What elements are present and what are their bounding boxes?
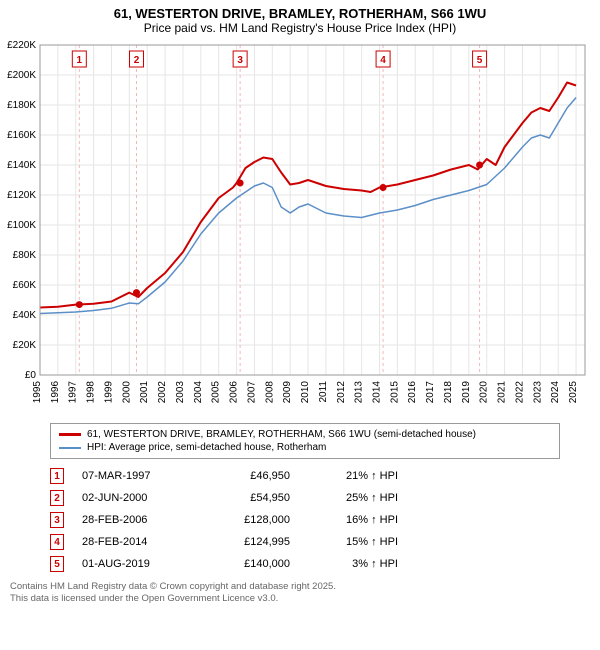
svg-text:2023: 2023 bbox=[532, 381, 543, 404]
svg-text:2001: 2001 bbox=[139, 381, 150, 404]
legend-swatch bbox=[59, 447, 81, 449]
svg-text:£0: £0 bbox=[25, 370, 37, 381]
sale-marker-icon: 3 bbox=[50, 512, 64, 528]
svg-text:2004: 2004 bbox=[193, 381, 204, 404]
svg-text:1997: 1997 bbox=[68, 381, 79, 404]
legend-item: HPI: Average price, semi-detached house,… bbox=[59, 441, 551, 454]
svg-text:2011: 2011 bbox=[318, 381, 329, 403]
footnote-line: This data is licensed under the Open Gov… bbox=[10, 593, 560, 605]
sale-hpi-pct: 3% ↑ HPI bbox=[308, 558, 398, 570]
legend-swatch bbox=[59, 433, 81, 436]
svg-text:5: 5 bbox=[477, 55, 483, 66]
svg-text:2015: 2015 bbox=[389, 381, 400, 404]
sale-marker-icon: 5 bbox=[50, 556, 64, 572]
svg-text:2002: 2002 bbox=[157, 381, 168, 404]
sale-hpi-pct: 15% ↑ HPI bbox=[308, 536, 398, 548]
sale-date: 28-FEB-2014 bbox=[82, 536, 192, 548]
sale-marker-icon: 1 bbox=[50, 468, 64, 484]
sale-hpi-pct: 16% ↑ HPI bbox=[308, 514, 398, 526]
svg-text:2008: 2008 bbox=[264, 381, 275, 404]
svg-text:4: 4 bbox=[380, 55, 386, 66]
chart-container: 61, WESTERTON DRIVE, BRAMLEY, ROTHERHAM,… bbox=[0, 0, 600, 650]
svg-text:2019: 2019 bbox=[461, 381, 472, 404]
footnote: Contains HM Land Registry data © Crown c… bbox=[10, 581, 560, 606]
svg-text:2010: 2010 bbox=[300, 381, 311, 404]
svg-text:2012: 2012 bbox=[336, 381, 347, 404]
svg-text:2014: 2014 bbox=[372, 381, 383, 404]
svg-text:2022: 2022 bbox=[514, 381, 525, 404]
sale-hpi-pct: 25% ↑ HPI bbox=[308, 492, 398, 504]
svg-text:£20K: £20K bbox=[13, 340, 37, 351]
svg-text:2007: 2007 bbox=[246, 381, 257, 404]
sale-date: 28-FEB-2006 bbox=[82, 514, 192, 526]
svg-text:1996: 1996 bbox=[50, 381, 61, 404]
svg-text:1995: 1995 bbox=[32, 381, 43, 404]
svg-text:£120K: £120K bbox=[7, 190, 36, 201]
svg-text:£100K: £100K bbox=[7, 220, 36, 231]
svg-text:1999: 1999 bbox=[103, 381, 114, 404]
svg-text:2020: 2020 bbox=[479, 381, 490, 404]
svg-text:£40K: £40K bbox=[13, 310, 37, 321]
svg-text:2024: 2024 bbox=[550, 381, 561, 404]
svg-text:2003: 2003 bbox=[175, 381, 186, 404]
svg-text:£180K: £180K bbox=[7, 100, 36, 111]
footnote-line: Contains HM Land Registry data © Crown c… bbox=[10, 581, 560, 593]
sale-price: £128,000 bbox=[210, 514, 290, 526]
title-block: 61, WESTERTON DRIVE, BRAMLEY, ROTHERHAM,… bbox=[0, 0, 600, 37]
sales-row: 5 01-AUG-2019 £140,000 3% ↑ HPI bbox=[50, 553, 560, 575]
legend-item: 61, WESTERTON DRIVE, BRAMLEY, ROTHERHAM,… bbox=[59, 428, 551, 441]
sale-price: £46,950 bbox=[210, 470, 290, 482]
svg-text:2021: 2021 bbox=[497, 381, 508, 404]
title-line1: 61, WESTERTON DRIVE, BRAMLEY, ROTHERHAM,… bbox=[0, 6, 600, 21]
sale-marker-icon: 2 bbox=[50, 490, 64, 506]
svg-text:2013: 2013 bbox=[354, 381, 365, 404]
svg-text:£220K: £220K bbox=[7, 40, 36, 51]
sales-table: 1 07-MAR-1997 £46,950 21% ↑ HPI 2 02-JUN-2000… bbox=[50, 465, 560, 575]
legend-label: HPI: Average price, semi-detached house,… bbox=[87, 442, 326, 453]
svg-text:£140K: £140K bbox=[7, 160, 36, 171]
svg-text:2016: 2016 bbox=[407, 381, 418, 404]
svg-text:2000: 2000 bbox=[121, 381, 132, 404]
legend-label: 61, WESTERTON DRIVE, BRAMLEY, ROTHERHAM,… bbox=[87, 429, 476, 440]
svg-text:2009: 2009 bbox=[282, 381, 293, 404]
svg-text:2018: 2018 bbox=[443, 381, 454, 404]
svg-text:£160K: £160K bbox=[7, 130, 36, 141]
chart-plot: £0£20K£40K£60K£80K£100K£120K£140K£160K£1… bbox=[40, 45, 585, 415]
sales-row: 2 02-JUN-2000 £54,950 25% ↑ HPI bbox=[50, 487, 560, 509]
svg-text:1: 1 bbox=[77, 55, 83, 66]
svg-text:2025: 2025 bbox=[568, 381, 579, 404]
title-line2: Price paid vs. HM Land Registry's House … bbox=[0, 21, 600, 35]
svg-text:1998: 1998 bbox=[86, 381, 97, 404]
sale-hpi-pct: 21% ↑ HPI bbox=[308, 470, 398, 482]
sale-price: £124,995 bbox=[210, 536, 290, 548]
sale-date: 07-MAR-1997 bbox=[82, 470, 192, 482]
svg-text:3: 3 bbox=[237, 55, 243, 66]
svg-text:2017: 2017 bbox=[425, 381, 436, 404]
sales-row: 1 07-MAR-1997 £46,950 21% ↑ HPI bbox=[50, 465, 560, 487]
svg-text:2005: 2005 bbox=[211, 381, 222, 404]
sale-date: 02-JUN-2000 bbox=[82, 492, 192, 504]
legend: 61, WESTERTON DRIVE, BRAMLEY, ROTHERHAM,… bbox=[50, 423, 560, 459]
sale-price: £54,950 bbox=[210, 492, 290, 504]
svg-text:£80K: £80K bbox=[13, 250, 37, 261]
sales-row: 3 28-FEB-2006 £128,000 16% ↑ HPI bbox=[50, 509, 560, 531]
sales-row: 4 28-FEB-2014 £124,995 15% ↑ HPI bbox=[50, 531, 560, 553]
svg-text:£60K: £60K bbox=[13, 280, 37, 291]
svg-text:2006: 2006 bbox=[229, 381, 240, 404]
svg-text:£200K: £200K bbox=[7, 70, 36, 81]
sale-marker-icon: 4 bbox=[50, 534, 64, 550]
sale-date: 01-AUG-2019 bbox=[82, 558, 192, 570]
sale-price: £140,000 bbox=[210, 558, 290, 570]
svg-text:2: 2 bbox=[134, 55, 140, 66]
